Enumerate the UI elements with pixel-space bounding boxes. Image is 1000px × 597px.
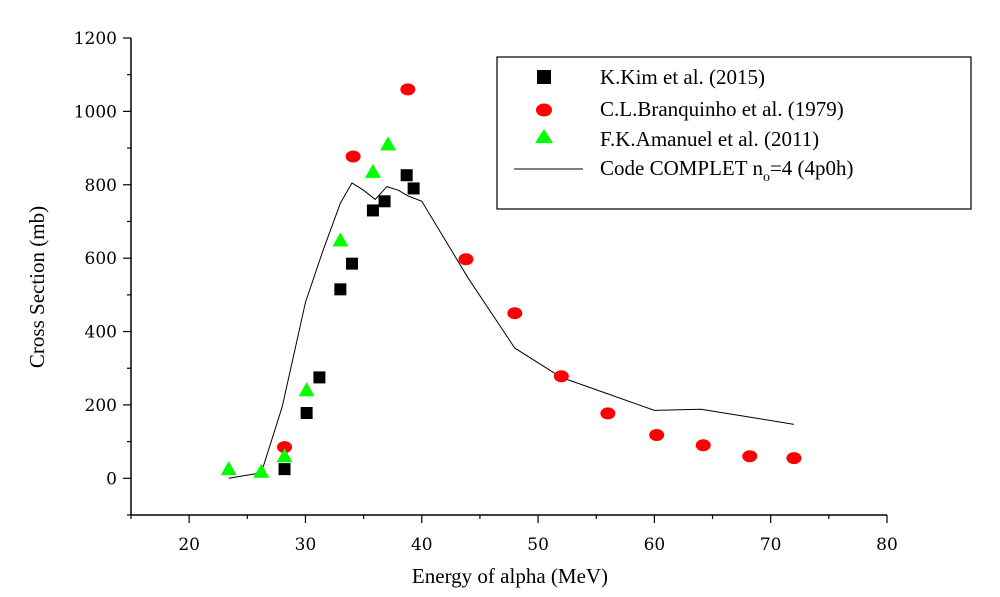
point-branquinho	[458, 253, 474, 266]
point-kim	[334, 283, 347, 296]
data-points	[220, 83, 802, 478]
point-kim	[300, 406, 313, 419]
x-ticks: 20 30 40 50 60 70 80	[130, 515, 898, 555]
point-branquinho	[600, 407, 616, 420]
x-tick-label: 40	[411, 535, 433, 555]
point-branquinho	[649, 429, 665, 442]
point-amanuel	[380, 136, 397, 151]
x-tick-label: 30	[295, 535, 317, 555]
x-tick-label: 50	[527, 535, 549, 555]
point-kim	[345, 257, 358, 270]
point-amanuel	[332, 232, 349, 247]
legend-box	[496, 56, 972, 210]
y-tick-label: 200	[85, 396, 117, 416]
y-tick-label: 600	[85, 249, 117, 269]
point-kim	[278, 463, 291, 476]
point-kim	[378, 195, 391, 208]
point-branquinho	[507, 307, 523, 320]
y-axis-title: Cross Section (mb)	[25, 206, 49, 368]
axes: 20 30 40 50 60 70 80 0 200 400 600 800 1000 1200	[74, 29, 898, 555]
legend: K.Kim et al. (2015) C.L.Branquinho et al…	[496, 56, 972, 210]
y-tick-label: 0	[106, 469, 117, 489]
legend-label-complet-sub: o	[763, 170, 770, 185]
legend-label-branquinho: C.L.Branquinho et al. (1979)	[600, 97, 844, 121]
series-line-code-complet	[228, 182, 795, 479]
legend-label-complet: Code COMPLET no=4 (4p0h)	[600, 156, 854, 185]
point-kim	[366, 204, 379, 217]
point-branquinho	[553, 370, 569, 383]
x-tick-label: 80	[876, 535, 898, 555]
legend-marker-square	[537, 70, 551, 84]
x-tick-label: 20	[178, 535, 200, 555]
point-branquinho	[345, 150, 361, 163]
legend-marker-triangle	[535, 129, 553, 143]
point-amanuel	[253, 463, 270, 478]
point-kim	[313, 371, 326, 384]
point-branquinho	[742, 450, 758, 463]
point-branquinho	[786, 452, 802, 465]
point-amanuel	[298, 382, 315, 397]
point-amanuel	[220, 461, 237, 476]
y-tick-label: 400	[85, 323, 117, 343]
legend-label-kim: K.Kim et al. (2015)	[600, 65, 765, 89]
y-tick-label: 800	[85, 176, 117, 196]
y-ticks: 0 200 400 600 800 1000 1200	[74, 29, 131, 516]
point-branquinho	[400, 83, 416, 96]
point-branquinho	[277, 441, 293, 454]
y-tick-label: 1000	[74, 102, 117, 122]
point-amanuel	[276, 448, 293, 463]
legend-marker-circle	[536, 103, 552, 117]
point-kim	[400, 169, 413, 182]
point-branquinho	[695, 439, 711, 452]
x-tick-label: 70	[760, 535, 782, 555]
point-kim	[407, 182, 420, 195]
x-axis-title: Energy of alpha (MeV)	[412, 564, 608, 588]
x-tick-label: 60	[644, 535, 666, 555]
legend-label-complet-tail: =4 (4p0h)	[770, 156, 854, 180]
plot-area	[220, 83, 802, 479]
point-amanuel	[364, 163, 381, 178]
legend-label-complet-main: Code COMPLET n	[600, 156, 763, 180]
y-tick-label: 1200	[74, 29, 117, 49]
legend-label-amanuel: F.K.Amanuel et al. (2011)	[600, 127, 819, 151]
